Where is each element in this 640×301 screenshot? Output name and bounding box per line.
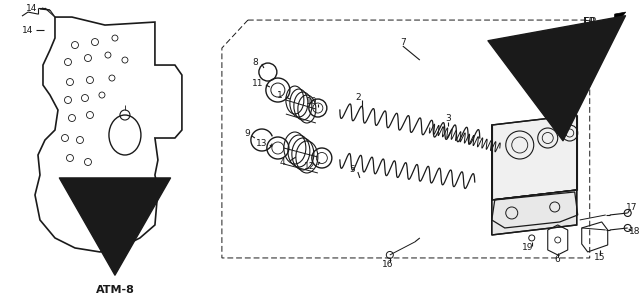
Text: 6: 6 [555, 256, 561, 265]
Text: 5: 5 [349, 166, 355, 175]
Text: 11: 11 [252, 79, 264, 88]
Text: 7: 7 [400, 38, 406, 47]
Polygon shape [492, 190, 577, 235]
Text: 14: 14 [26, 4, 38, 13]
Text: 1: 1 [277, 91, 283, 100]
Text: 9: 9 [244, 129, 250, 138]
Text: FR.: FR. [584, 17, 600, 27]
Text: 18: 18 [629, 228, 640, 237]
Text: 4: 4 [280, 159, 285, 167]
Polygon shape [492, 115, 577, 200]
Text: 15: 15 [594, 253, 605, 262]
Text: 16: 16 [382, 260, 394, 269]
Text: ATM-8: ATM-8 [95, 285, 134, 295]
Text: 3: 3 [445, 113, 451, 123]
Text: FR.: FR. [582, 17, 598, 27]
Text: 13: 13 [256, 138, 268, 147]
Polygon shape [614, 12, 626, 28]
Text: 10: 10 [306, 97, 317, 106]
Text: 8: 8 [252, 57, 258, 67]
Text: 19: 19 [522, 244, 534, 253]
Text: 14: 14 [22, 26, 34, 35]
Text: 17: 17 [626, 203, 637, 213]
Text: 12: 12 [304, 163, 316, 172]
Text: 2: 2 [355, 92, 361, 101]
